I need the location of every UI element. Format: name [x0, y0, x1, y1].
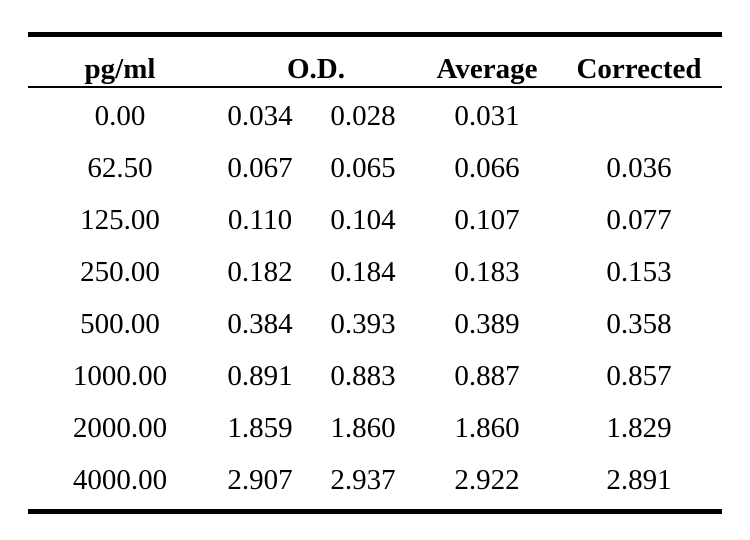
- table-row: 500.00 0.384 0.393 0.389 0.358: [28, 298, 722, 350]
- cell-average: 0.066: [454, 152, 520, 184]
- cell-concentration: 1000.00: [72, 360, 168, 392]
- cell-concentration: 62.50: [87, 152, 153, 184]
- cell-od-replicate-2: 0.184: [330, 256, 396, 288]
- cell-concentration: 4000.00: [72, 464, 168, 496]
- table-row: 62.50 0.067 0.065 0.066 0.036: [28, 142, 722, 194]
- cell-od-replicate-2: 0.065: [330, 152, 396, 184]
- table-row: 125.00 0.110 0.104 0.107 0.077: [28, 194, 722, 246]
- cell-average: 0.031: [454, 100, 520, 132]
- cell-od-replicate-2: 0.028: [330, 100, 396, 132]
- cell-od-replicate-2: 0.883: [330, 360, 396, 392]
- cell-corrected: 2.891: [606, 464, 672, 496]
- cell-corrected: 0.077: [606, 204, 672, 236]
- table-bottom-rule: [28, 509, 722, 514]
- header-concentration: pg/ml: [84, 53, 156, 85]
- cell-od-replicate-2: 0.104: [330, 204, 396, 236]
- cell-od-replicate-1: 0.034: [227, 100, 293, 132]
- cell-average: 0.107: [454, 204, 520, 236]
- cell-concentration: 0.00: [94, 100, 146, 132]
- table-top-rule: [28, 32, 722, 37]
- cell-od-replicate-1: 2.907: [227, 464, 293, 496]
- cell-od-replicate-1: 0.384: [227, 308, 293, 340]
- cell-corrected: 0.857: [606, 360, 672, 392]
- cell-concentration: 2000.00: [72, 412, 168, 444]
- cell-corrected: 0.036: [606, 152, 672, 184]
- cell-od-replicate-1: 0.110: [227, 204, 293, 236]
- table-row: 1000.00 0.891 0.883 0.887 0.857: [28, 350, 722, 402]
- cell-corrected: 0.153: [606, 256, 672, 288]
- standard-curve-table: pg/ml O.D. Average Corrected 0.00 0.034 …: [28, 32, 722, 514]
- cell-average: 0.887: [454, 360, 520, 392]
- header-od: O.D.: [287, 53, 345, 85]
- cell-od-replicate-1: 0.182: [227, 256, 293, 288]
- cell-concentration: 250.00: [80, 256, 160, 288]
- cell-od-replicate-2: 1.860: [330, 412, 396, 444]
- cell-od-replicate-1: 0.067: [227, 152, 293, 184]
- cell-average: 1.860: [454, 412, 520, 444]
- table-header-rule: [28, 86, 722, 88]
- cell-corrected: 0.358: [606, 308, 672, 340]
- table-row: 0.00 0.034 0.028 0.031: [28, 90, 722, 142]
- cell-od-replicate-2: 0.393: [330, 308, 396, 340]
- table-body: 0.00 0.034 0.028 0.031 62.50 0.067 0.065…: [28, 88, 722, 509]
- cell-od-replicate-1: 0.891: [227, 360, 293, 392]
- table-row: 4000.00 2.907 2.937 2.922 2.891: [28, 454, 722, 506]
- table-row: 250.00 0.182 0.184 0.183 0.153: [28, 246, 722, 298]
- cell-average: 2.922: [454, 464, 520, 496]
- cell-concentration: 500.00: [80, 308, 160, 340]
- table-row: 2000.00 1.859 1.860 1.860 1.829: [28, 402, 722, 454]
- cell-average: 0.183: [454, 256, 520, 288]
- cell-od-replicate-1: 1.859: [227, 412, 293, 444]
- header-average: Average: [436, 53, 538, 85]
- header-corrected: Corrected: [576, 53, 702, 85]
- cell-od-replicate-2: 2.937: [330, 464, 396, 496]
- cell-corrected: 1.829: [606, 412, 672, 444]
- cell-average: 0.389: [454, 308, 520, 340]
- table-header-row: pg/ml O.D. Average Corrected: [28, 37, 722, 86]
- cell-concentration: 125.00: [80, 204, 160, 236]
